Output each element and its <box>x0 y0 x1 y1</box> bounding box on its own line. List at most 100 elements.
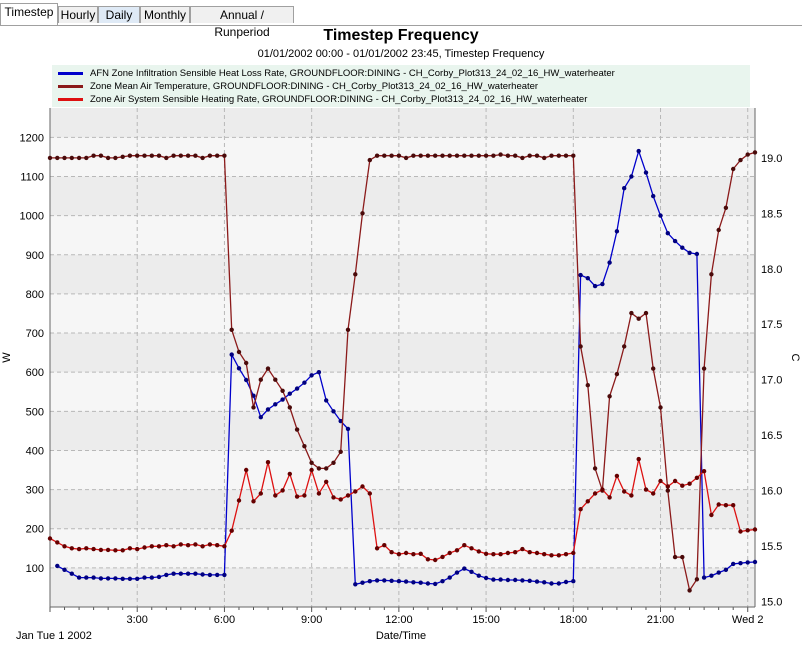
data-point <box>622 186 627 191</box>
data-point <box>294 386 300 391</box>
data-point <box>193 542 198 547</box>
series-0 <box>55 148 758 587</box>
data-point <box>600 281 605 287</box>
data-point <box>614 371 620 377</box>
data-point <box>643 487 649 492</box>
y2-tick-label: 16.0 <box>761 486 782 498</box>
data-point <box>542 580 547 585</box>
data-point <box>665 484 670 489</box>
data-point <box>701 575 707 580</box>
data-point <box>222 544 227 549</box>
data-point <box>156 544 162 549</box>
data-point <box>113 548 118 553</box>
y2-tick-label: 17.5 <box>761 319 782 331</box>
y-tick-label: 300 <box>26 485 44 497</box>
y-tick-label: 900 <box>26 250 44 262</box>
data-point <box>280 397 285 402</box>
data-point <box>687 250 692 255</box>
data-point <box>265 407 271 412</box>
data-point <box>396 579 402 584</box>
data-point <box>316 370 322 375</box>
data-point <box>527 550 532 555</box>
tab-daily[interactable]: Daily <box>98 6 140 23</box>
data-point <box>338 418 343 424</box>
data-point <box>251 405 256 410</box>
data-point <box>47 155 53 161</box>
y-tick-label: 700 <box>26 328 44 340</box>
data-point <box>324 398 329 403</box>
data-point <box>643 170 649 175</box>
data-point <box>178 571 183 576</box>
data-point <box>120 154 125 159</box>
data-point <box>745 528 750 533</box>
data-point <box>142 575 147 580</box>
data-point <box>454 153 460 158</box>
data-point <box>709 272 714 277</box>
plot-band <box>50 372 755 412</box>
data-point <box>651 366 656 371</box>
data-point <box>316 491 322 496</box>
data-point <box>629 174 634 179</box>
data-point <box>433 557 438 563</box>
data-point <box>542 552 547 557</box>
data-point <box>309 467 314 473</box>
data-point <box>91 153 96 158</box>
legend-item: AFN Zone Infiltration Sensible Heat Loss… <box>58 67 615 80</box>
data-point <box>600 487 605 492</box>
data-point <box>447 550 452 556</box>
y-tick-label: 500 <box>26 406 44 418</box>
data-point <box>505 577 511 583</box>
data-point <box>665 231 670 236</box>
data-point <box>447 575 452 580</box>
data-point <box>396 552 402 557</box>
data-point <box>752 527 758 532</box>
x-tick-label: 12:00 <box>385 614 413 626</box>
data-point <box>520 155 525 161</box>
data-point <box>302 380 307 385</box>
data-point <box>55 563 60 569</box>
data-point <box>62 155 67 161</box>
tab-hourly[interactable]: Hourly <box>58 6 98 23</box>
data-point <box>578 507 583 512</box>
tab-timestep[interactable]: Timestep <box>0 3 58 25</box>
data-point <box>520 578 525 583</box>
data-point <box>120 548 125 553</box>
data-point <box>520 546 525 552</box>
data-point <box>731 561 736 567</box>
data-point <box>527 578 532 583</box>
data-point <box>69 546 75 551</box>
chart-subtitle: 01/01/2002 00:00 - 01/01/2002 23:45, Tim… <box>257 48 545 60</box>
data-point <box>701 366 707 371</box>
data-point <box>462 543 467 548</box>
data-point <box>389 578 394 583</box>
data-point <box>345 327 351 332</box>
data-point <box>207 572 213 578</box>
tab-annual-runperiod[interactable]: Annual / Runperiod <box>190 6 294 39</box>
y-tick-label: 400 <box>26 445 44 457</box>
data-point <box>105 155 111 161</box>
series-2 <box>47 456 758 563</box>
data-point <box>723 205 729 210</box>
data-point <box>462 566 467 571</box>
data-point <box>200 544 205 549</box>
data-point <box>418 551 423 556</box>
data-point <box>403 155 409 161</box>
data-point <box>723 567 729 572</box>
data-point <box>294 494 300 499</box>
data-point <box>418 580 423 585</box>
data-point <box>236 349 242 355</box>
data-point <box>360 484 365 489</box>
data-point <box>716 227 721 233</box>
data-point <box>672 478 678 484</box>
data-point <box>447 153 452 158</box>
data-point <box>549 153 554 158</box>
tab-monthly[interactable]: Monthly <box>140 6 190 23</box>
data-point <box>498 552 503 557</box>
data-point <box>338 449 343 454</box>
data-point <box>403 579 409 584</box>
data-point <box>578 344 583 349</box>
data-point <box>592 491 598 496</box>
data-point <box>62 544 67 549</box>
legend-item: Zone Air System Sensible Heating Rate, G… <box>58 93 587 106</box>
data-point <box>76 575 82 580</box>
